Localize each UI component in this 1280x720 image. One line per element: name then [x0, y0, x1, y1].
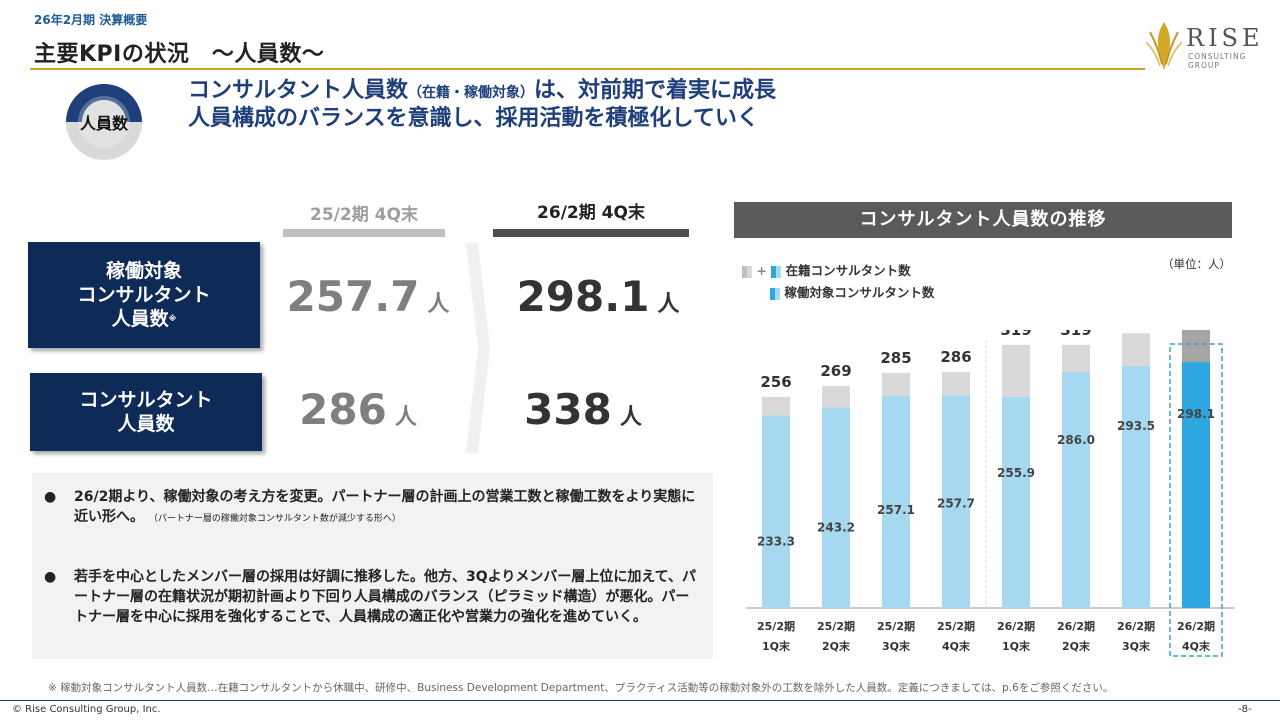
legend-active: 稼働対象コンサルタント数: [770, 282, 934, 301]
kpi-value-active-prev: 257.7 人: [286, 272, 450, 321]
data-label-total: 286: [940, 348, 971, 366]
column-bar-current: [493, 229, 689, 237]
people-count-icon: [66, 84, 142, 160]
column-header-prev: 25/2期 4Q末: [310, 205, 418, 225]
x-tick-label: 26/2期: [1177, 619, 1215, 633]
data-label-active: 257.7: [937, 496, 975, 510]
highlight-frame: [1169, 343, 1223, 657]
copyright: © Rise Consulting Group, Inc.: [12, 704, 161, 715]
headline: コンサルタント人員数（在籍・稼働対象）は、対前期で着実に成長 人員構成のバランス…: [188, 78, 777, 131]
kpi-value-active-current: 298.1 人: [516, 272, 680, 321]
kpi-value-consultants-current: 338 人: [524, 385, 642, 434]
x-tick-label: 26/2期: [997, 619, 1035, 633]
page-title: 主要KPIの状況 ～人員数～: [34, 42, 325, 67]
logo-name: RISE: [1186, 24, 1264, 52]
bar-enrolled: [1002, 344, 1030, 397]
kpi-label-consultants: コンサルタント 人員数: [30, 373, 262, 451]
company-logo: RISE CONSULTING GROUP: [1144, 18, 1264, 74]
period-label: 26年2月期 決算概要: [34, 13, 148, 27]
data-label-active: 293.5: [1117, 419, 1155, 433]
chevron-right-icon: [466, 243, 490, 453]
x-tick-label: 25/2期: [937, 619, 975, 633]
kpi-value-consultants-prev: 286 人: [299, 385, 417, 434]
x-tick-label: 26/2期: [1057, 619, 1095, 633]
bar-enrolled: [942, 372, 970, 396]
note-bullet: ● 若手を中心としたメンバー層の採用は好調に推移した。他方、3Qよりメンバー層上…: [44, 569, 696, 625]
x-tick-label: 4Q末: [942, 639, 971, 653]
data-label-total: 256: [760, 373, 791, 391]
bar-active: [1182, 362, 1210, 608]
title-underline: [30, 68, 1145, 70]
x-tick-label: 2Q末: [822, 639, 851, 653]
x-tick-label: 4Q末: [1182, 639, 1211, 653]
bar-enrolled: [1122, 333, 1150, 366]
bar-active: [1002, 396, 1030, 608]
note-bullet: ● 26/2期より、稼働対象の考え方を変更。パートナー層の計画上の営業工数と稼働…: [44, 489, 696, 525]
chart-unit: （単位：人）: [1162, 257, 1231, 271]
x-tick-label: 1Q末: [1002, 639, 1031, 653]
x-tick-label: 3Q末: [882, 639, 911, 653]
x-tick-label: 25/2期: [877, 619, 915, 633]
data-label-total: 285: [880, 349, 911, 367]
column-bar-prev: [283, 229, 445, 237]
column-header-current: 26/2期 4Q末: [537, 203, 645, 223]
data-label-total: 319: [1000, 330, 1031, 339]
icon-label: 人員数: [79, 114, 128, 133]
bar-active: [1122, 365, 1150, 608]
notes-panel: ● 26/2期より、稼働対象の考え方を変更。パートナー層の計画上の営業工数と稼働…: [32, 473, 713, 659]
kpi-label-active-consultants: 稼働対象 コンサルタント 人員数※: [28, 242, 260, 348]
x-tick-label: 25/2期: [817, 619, 855, 633]
bar-active: [882, 395, 910, 608]
data-label-active: 286.0: [1057, 433, 1095, 447]
data-label-total: 269: [820, 362, 851, 380]
bar-enrolled: [762, 396, 790, 416]
footnote: ※ 稼動対象コンサルタント人員数…在籍コンサルタントから休職中、研修中、Busi…: [48, 682, 1114, 694]
data-label-total: 319: [1060, 330, 1091, 339]
x-tick-label: 2Q末: [1062, 639, 1091, 653]
data-label-active: 257.1: [877, 503, 915, 517]
bar-active: [762, 415, 790, 608]
bar-enrolled: [822, 386, 850, 408]
bar-active: [822, 407, 850, 608]
x-tick-label: 1Q末: [762, 639, 791, 653]
headcount-chart: 256 233.3 25/2期 1Q末 269 243.2 25/2期 2Q末 285 257.1…: [746, 330, 1234, 657]
x-tick-label: 26/2期: [1117, 619, 1155, 633]
data-label-active: 233.3: [757, 535, 795, 549]
footer-divider: [0, 700, 1280, 701]
logo-mark-icon: [1145, 22, 1183, 70]
x-tick-label: 3Q末: [1122, 639, 1151, 653]
chart-title: コンサルタント人員数の推移: [734, 202, 1232, 238]
logo-sub: CONSULTING GROUP: [1188, 52, 1247, 70]
bar-enrolled: [882, 372, 910, 396]
x-tick-label: 25/2期: [757, 619, 795, 633]
bar-active: [1062, 372, 1090, 608]
bar-active: [942, 395, 970, 608]
bar-enrolled: [1182, 330, 1210, 363]
data-label-active: 298.1: [1177, 407, 1215, 421]
data-label-active: 243.2: [817, 520, 855, 534]
legend-enrolled: + 在籍コンサルタント数: [742, 260, 911, 279]
bar-enrolled: [1062, 344, 1090, 373]
page-number: -8-: [1238, 704, 1252, 715]
data-label-active: 255.9: [997, 466, 1035, 480]
